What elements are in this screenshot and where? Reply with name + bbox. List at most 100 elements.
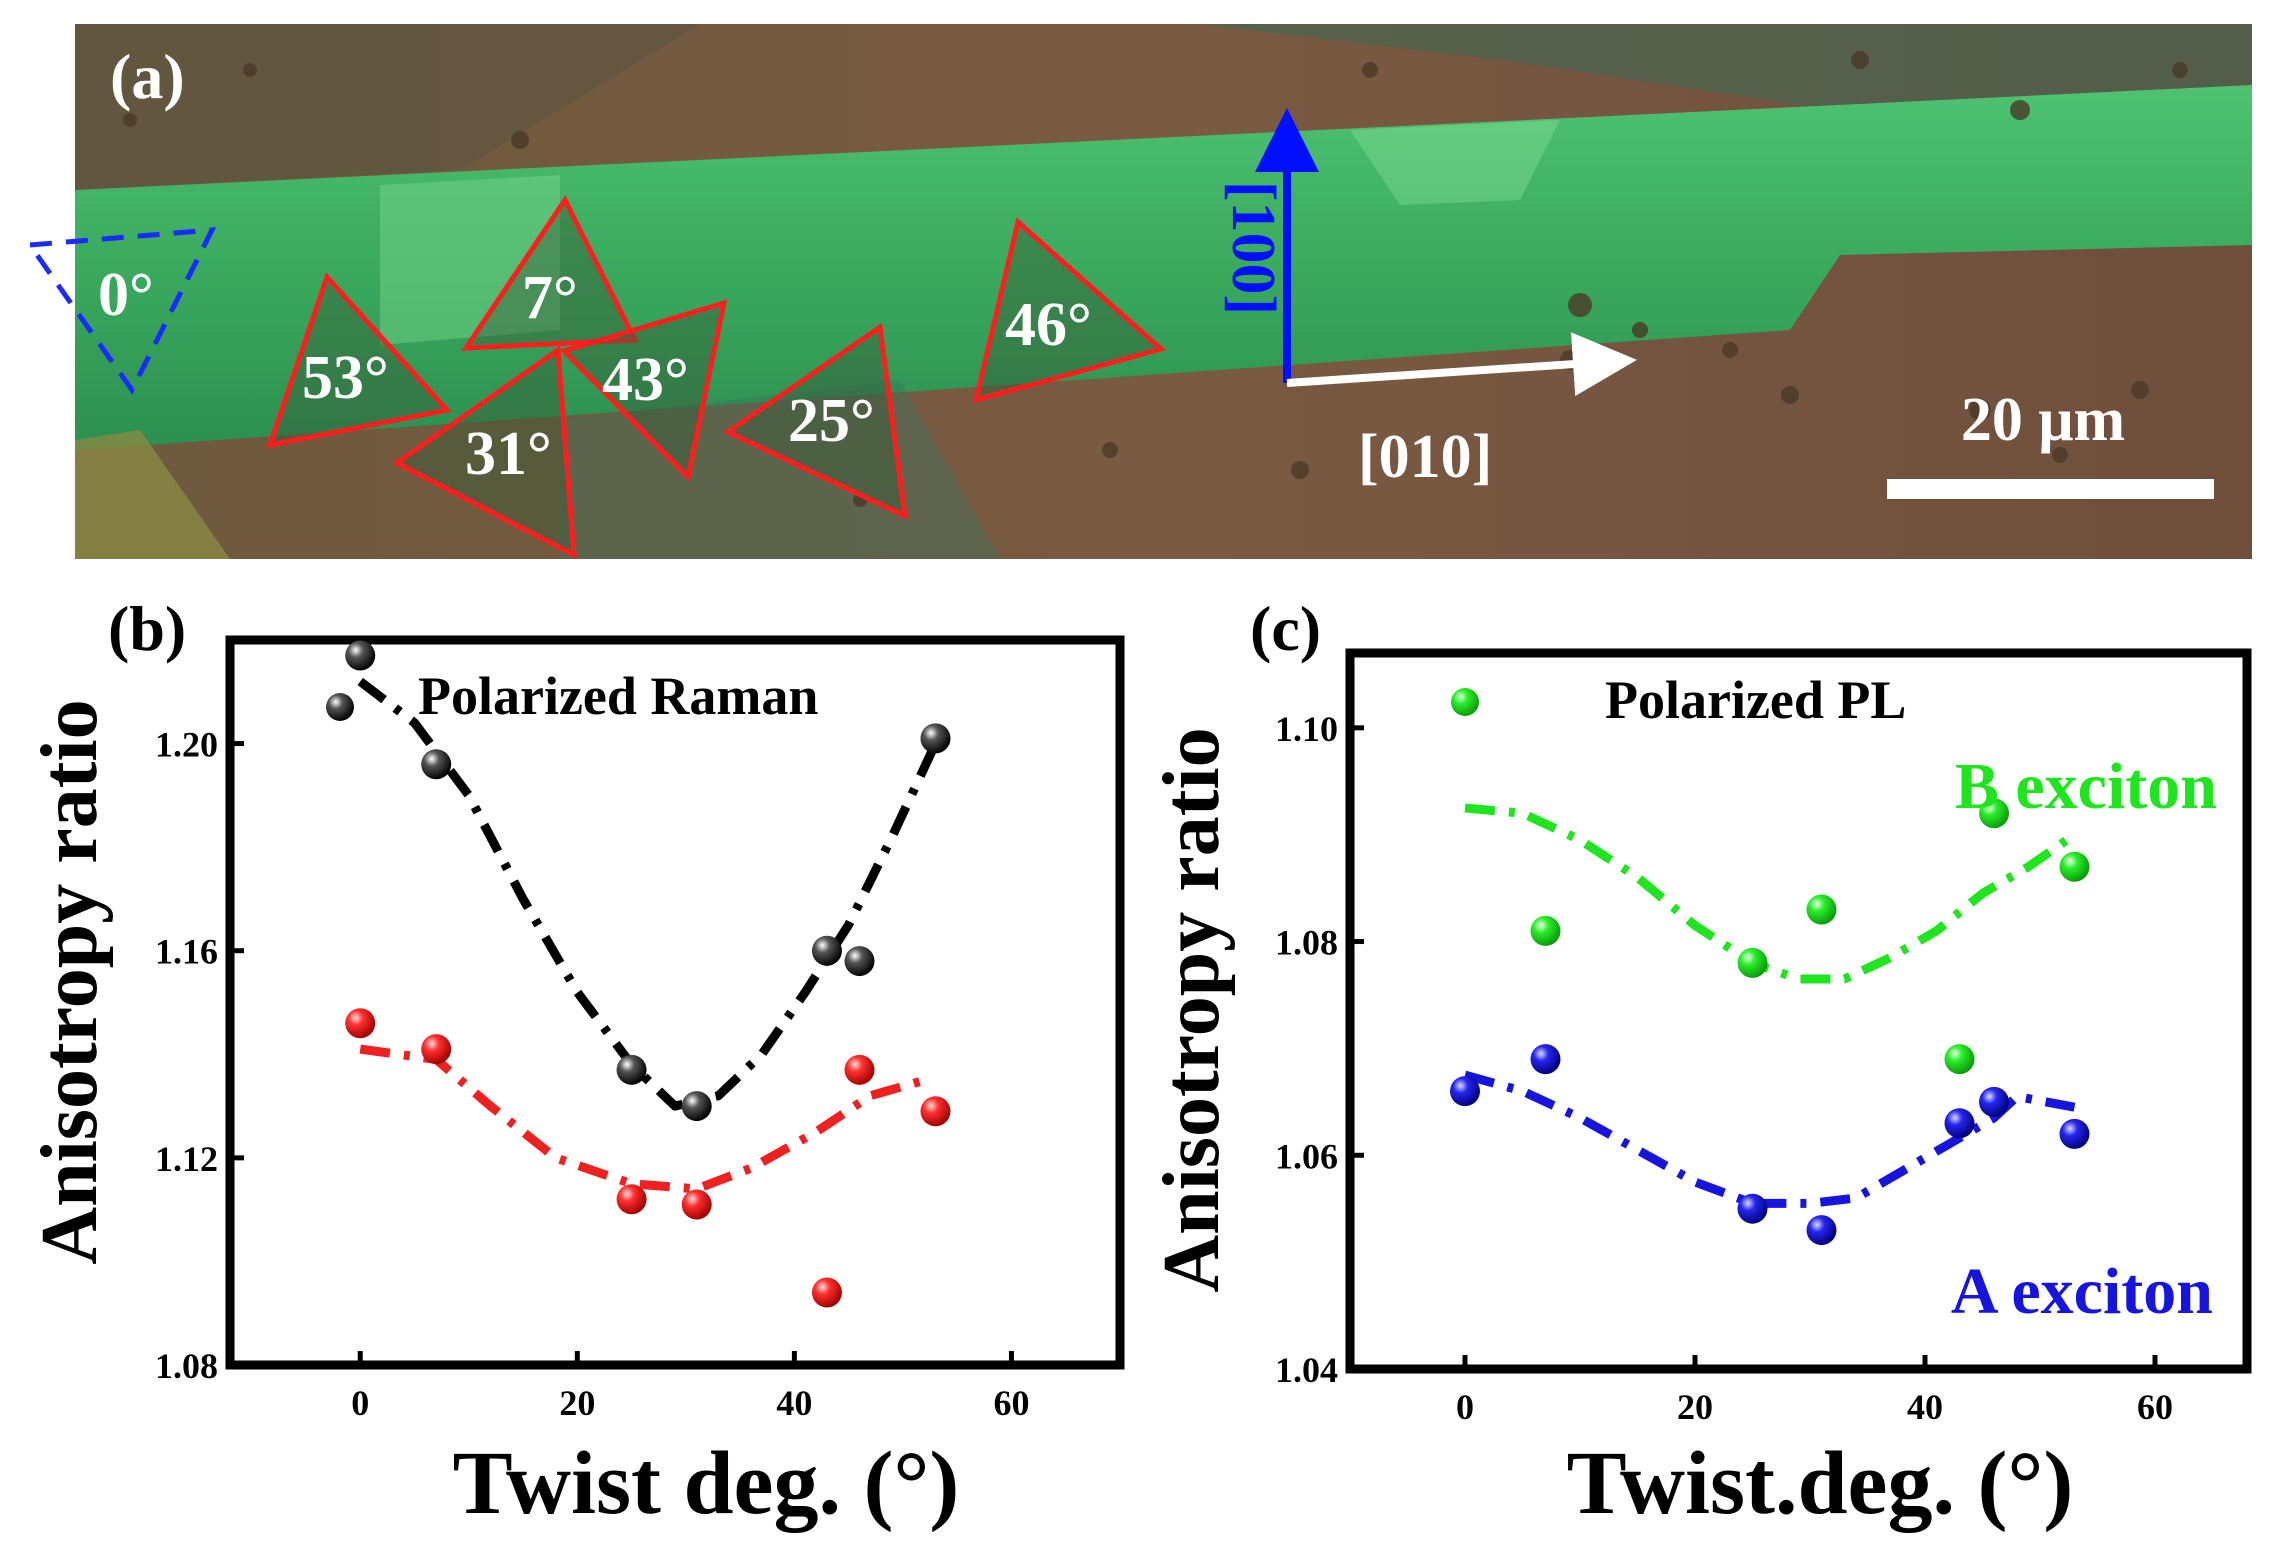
- panel-c-y-axis: 1.04 1.06 1.08 1.10: [1275, 709, 1364, 1390]
- y-tick-label: 1.16: [155, 932, 218, 972]
- data-point-b-exciton: [1979, 798, 2009, 829]
- panel-b-y-axis: 1.08 1.12 1.16 1.20: [155, 725, 244, 1386]
- data-point-a-exciton: [1806, 1215, 1837, 1246]
- data-point-a-exciton: [1979, 1086, 2009, 1117]
- data-point-red: [681, 1189, 712, 1220]
- data-point-black: [681, 1091, 712, 1122]
- x-tick-label: 20: [559, 1383, 595, 1423]
- data-point-b-exciton: [1944, 1044, 1975, 1075]
- triangle-7-marker: [461, 195, 639, 351]
- data-point-red: [421, 1034, 452, 1065]
- substrate-teal-lower: [560, 380, 1000, 559]
- panel-b-legend: Polarized Raman: [326, 666, 818, 726]
- panel-a-letter: (a): [110, 41, 185, 112]
- panel-b-x-axis: 0 20 40 60: [351, 1351, 1029, 1423]
- panel-b-xlabel: Twist deg. (°): [453, 1434, 960, 1533]
- data-point-red: [844, 1054, 875, 1085]
- data-point-black: [920, 723, 951, 754]
- data-point-a-exciton: [1530, 1044, 1561, 1075]
- scale-bar-label: 20 μm: [1961, 386, 2125, 454]
- data-point-a-exciton: [1737, 1193, 1768, 1224]
- x-tick-label: 0: [351, 1383, 369, 1423]
- panel-c-legend-label: Polarized PL: [1605, 670, 1906, 730]
- triangle-46-marker: [972, 217, 1167, 404]
- data-point-red: [920, 1096, 951, 1127]
- panel-c-frame: [1345, 648, 2252, 1374]
- x-tick-label: 40: [776, 1383, 812, 1423]
- y-tick-label: 1.08: [155, 1346, 218, 1386]
- data-point-b-exciton: [1806, 894, 1837, 925]
- data-point-black: [421, 749, 452, 780]
- angle-label-0: 0°: [98, 261, 154, 329]
- angle-label-25: 25°: [788, 387, 875, 455]
- y-tick-label: 1.04: [1275, 1350, 1338, 1390]
- panel-b-legend-label: Polarized Raman: [418, 666, 818, 726]
- data-point-red: [616, 1184, 647, 1215]
- substrate-teal-region: [1200, 24, 2252, 180]
- data-point-a-exciton: [1944, 1108, 1975, 1139]
- direction-arrow-010: [1286, 332, 1637, 397]
- fit-line-black: [357, 677, 940, 1111]
- data-point-black: [616, 1054, 647, 1085]
- x-tick-label: 0: [1456, 1387, 1474, 1427]
- panel-b-letter: (b): [108, 593, 186, 664]
- data-point-black: [844, 946, 875, 977]
- x-tick-label: 20: [1677, 1387, 1713, 1427]
- triangle-53-marker: [266, 272, 452, 449]
- y-tick-label: 1.06: [1275, 1136, 1338, 1176]
- panel-c-points: [1450, 798, 2090, 1246]
- triangle-31-marker: [392, 345, 577, 560]
- data-point-b-exciton: [1737, 947, 1768, 978]
- flake-band: [75, 85, 2252, 450]
- data-point-black: [811, 935, 842, 966]
- panel-b-fit-lines: [357, 677, 940, 1194]
- triangle-43-marker: [559, 299, 728, 483]
- panel-b-legend-marker: [326, 693, 354, 721]
- panel-c-legend-marker: [1451, 688, 1479, 716]
- angle-label-46: 46°: [1005, 291, 1092, 359]
- angle-label-43: 43°: [602, 346, 689, 414]
- triangle-0-marker: [25, 227, 217, 395]
- x-tick-label: 60: [993, 1383, 1029, 1423]
- data-point-red: [811, 1277, 842, 1308]
- panel-c-x-axis: 0 20 40 60: [1456, 1355, 2173, 1427]
- direction-label-010: [010]: [1358, 423, 1492, 491]
- panel-b-points: [345, 640, 951, 1308]
- b-exciton-label: B exciton: [1955, 750, 2217, 823]
- x-tick-label: 60: [2137, 1387, 2173, 1427]
- panel-c: (c) 1.04 1.06 1.08 1.10 0 20 40 60 Polarized P…: [1148, 593, 2252, 1533]
- panel-c-xlabel: Twist.deg. (°): [1567, 1434, 2074, 1533]
- panel-a: (a) 0° 53° 7° 31° 43° 25° 46° [100] [010…: [25, 24, 2252, 560]
- substrate-yellow-corner: [75, 430, 230, 559]
- panel-c-fit-lines: [1463, 803, 2078, 1208]
- panel-b-frame: [225, 635, 1125, 1370]
- substrate-dark-region: [75, 24, 700, 190]
- angle-label-53: 53°: [302, 344, 389, 412]
- angle-label-7: 7°: [522, 264, 578, 332]
- y-tick-label: 1.10: [1275, 709, 1338, 749]
- panel-c-letter: (c): [1250, 593, 1321, 664]
- flake-highlight: [380, 175, 560, 345]
- triangle-25-marker: [723, 322, 909, 521]
- data-point-a-exciton: [2059, 1118, 2090, 1149]
- scale-bar: [1887, 479, 2214, 499]
- y-tick-label: 1.08: [1275, 923, 1338, 963]
- data-point-red: [345, 1008, 376, 1039]
- y-tick-label: 1.20: [155, 725, 218, 765]
- data-point-black: [345, 640, 376, 671]
- direction-label-100: [100]: [1219, 181, 1287, 315]
- data-point-b-exciton: [1530, 915, 1561, 946]
- y-tick-label: 1.12: [155, 1139, 218, 1179]
- panel-c-ylabel: Anisotropy ratio: [1148, 727, 1236, 1292]
- angle-label-31: 31°: [465, 420, 552, 488]
- fit-line-red: [359, 1044, 926, 1194]
- panel-c-legend: Polarized PL: [1451, 670, 1906, 730]
- panel-b: (b) 1.08 1.12 1.16 1.20 0 20 40 60 Polarized R…: [26, 593, 1125, 1533]
- fit-line-a-exciton: [1463, 1070, 2076, 1208]
- a-exciton-label: A exciton: [1951, 1255, 2213, 1328]
- fit-line-b-exciton: [1464, 803, 2078, 984]
- data-point-b-exciton: [2059, 851, 2090, 882]
- x-tick-label: 40: [1907, 1387, 1943, 1427]
- flake-highlight: [1350, 120, 1560, 205]
